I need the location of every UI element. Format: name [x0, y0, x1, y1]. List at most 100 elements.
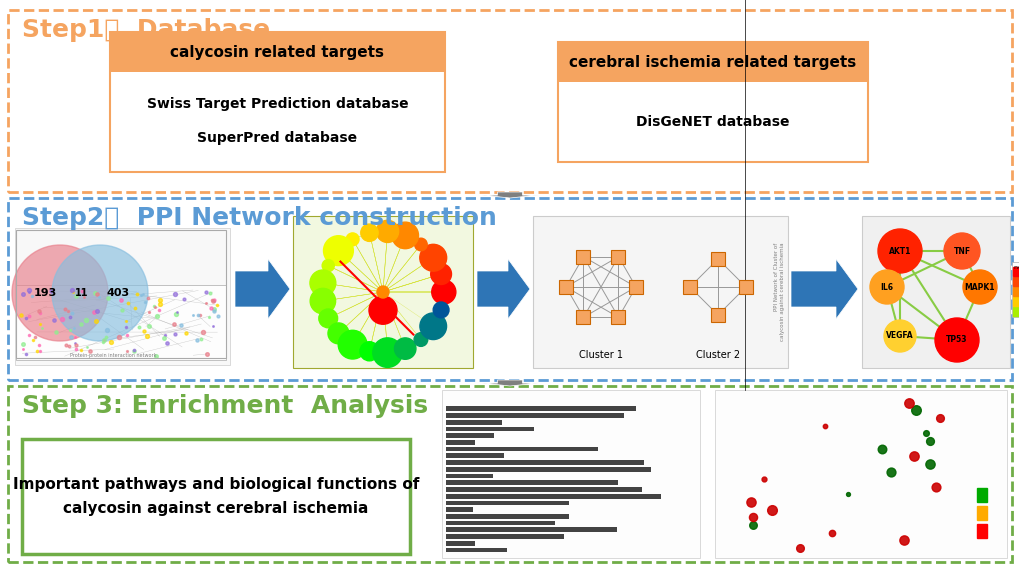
- Point: [905, 451, 921, 461]
- Bar: [22, 439, 410, 554]
- Point: [873, 444, 890, 453]
- Text: Step 3: Enrichment  Analysis: Step 3: Enrichment Analysis: [22, 394, 428, 418]
- Circle shape: [322, 259, 334, 272]
- Polygon shape: [477, 259, 530, 319]
- Bar: [976, 524, 986, 538]
- Point: [744, 520, 760, 530]
- Circle shape: [869, 270, 903, 304]
- Point: [927, 482, 944, 491]
- Text: 193: 193: [34, 288, 57, 298]
- Point: [755, 475, 771, 484]
- Text: Cluster 1: Cluster 1: [579, 350, 623, 360]
- Text: SuperPred database: SuperPred database: [198, 131, 358, 145]
- Point: [931, 413, 948, 422]
- Bar: [8, 386, 1011, 562]
- Bar: [714, 390, 1006, 558]
- Circle shape: [361, 224, 378, 242]
- Bar: [739, 280, 752, 294]
- Circle shape: [319, 309, 337, 328]
- Bar: [557, 42, 867, 162]
- Bar: [558, 280, 573, 294]
- Point: [816, 421, 833, 430]
- Text: Swiss Target Prediction database: Swiss Target Prediction database: [147, 97, 408, 111]
- Bar: [445, 541, 474, 545]
- Circle shape: [420, 245, 446, 271]
- Circle shape: [377, 286, 388, 298]
- Text: 11: 11: [75, 288, 89, 298]
- Circle shape: [345, 233, 359, 246]
- Bar: [445, 521, 554, 526]
- Circle shape: [433, 302, 448, 318]
- Text: Important pathways and biological functions of
calycosin against cerebral ischem: Important pathways and biological functi…: [13, 477, 419, 516]
- Bar: [557, 42, 867, 82]
- Polygon shape: [482, 192, 537, 198]
- Point: [917, 429, 933, 438]
- Bar: [445, 500, 569, 505]
- Bar: [683, 280, 696, 294]
- Text: VEGFA: VEGFA: [886, 332, 913, 340]
- Circle shape: [12, 245, 108, 341]
- Bar: [1012, 287, 1019, 296]
- Bar: [16, 230, 226, 358]
- Bar: [861, 216, 1009, 368]
- Bar: [1012, 307, 1019, 316]
- Bar: [445, 426, 534, 431]
- Point: [882, 467, 899, 476]
- Text: Cluster 2: Cluster 2: [695, 350, 740, 360]
- Circle shape: [360, 342, 379, 361]
- Bar: [445, 447, 597, 451]
- Point: [792, 543, 808, 552]
- Bar: [110, 32, 444, 172]
- Bar: [292, 216, 473, 368]
- Bar: [445, 527, 616, 532]
- Bar: [8, 198, 1011, 380]
- Point: [762, 505, 779, 514]
- Circle shape: [310, 288, 335, 314]
- Bar: [710, 252, 725, 266]
- Text: TP53: TP53: [946, 336, 967, 344]
- Bar: [533, 216, 788, 368]
- Circle shape: [943, 233, 979, 269]
- Text: TNF: TNF: [953, 246, 970, 255]
- Polygon shape: [482, 380, 537, 386]
- Bar: [1011, 262, 1019, 317]
- Bar: [445, 460, 643, 465]
- Bar: [445, 494, 660, 499]
- Circle shape: [414, 238, 427, 251]
- Bar: [445, 454, 503, 458]
- Circle shape: [414, 333, 427, 347]
- Bar: [445, 440, 474, 445]
- Text: AKT1: AKT1: [888, 246, 910, 255]
- Text: Step1：  Database: Step1： Database: [22, 18, 270, 42]
- Text: Step2：  PPI Network construction: Step2： PPI Network construction: [22, 206, 496, 230]
- Bar: [445, 406, 635, 411]
- Text: cerebral ischemia related targets: cerebral ischemia related targets: [569, 55, 856, 70]
- Bar: [445, 474, 492, 478]
- Point: [921, 459, 937, 469]
- Bar: [576, 310, 590, 324]
- Bar: [576, 250, 590, 264]
- Text: PPI Network of Cluster of
calycosin against cerebral ischemia: PPI Network of Cluster of calycosin agai…: [773, 243, 785, 341]
- Bar: [445, 534, 564, 539]
- Bar: [611, 250, 625, 264]
- Bar: [16, 285, 226, 360]
- Circle shape: [372, 338, 401, 368]
- Text: node color: node color: [1013, 265, 1019, 270]
- Bar: [445, 548, 506, 552]
- Circle shape: [369, 296, 396, 324]
- Text: DisGeNET database: DisGeNET database: [636, 115, 789, 129]
- Point: [907, 406, 923, 415]
- Point: [896, 536, 912, 545]
- Circle shape: [431, 280, 455, 304]
- Bar: [445, 481, 618, 485]
- Bar: [1012, 277, 1019, 286]
- Circle shape: [883, 320, 915, 352]
- Bar: [710, 308, 725, 322]
- Circle shape: [934, 318, 978, 362]
- Circle shape: [376, 220, 398, 242]
- Polygon shape: [234, 259, 289, 319]
- Bar: [629, 280, 642, 294]
- Circle shape: [430, 264, 451, 284]
- Bar: [976, 506, 986, 520]
- Circle shape: [52, 245, 148, 341]
